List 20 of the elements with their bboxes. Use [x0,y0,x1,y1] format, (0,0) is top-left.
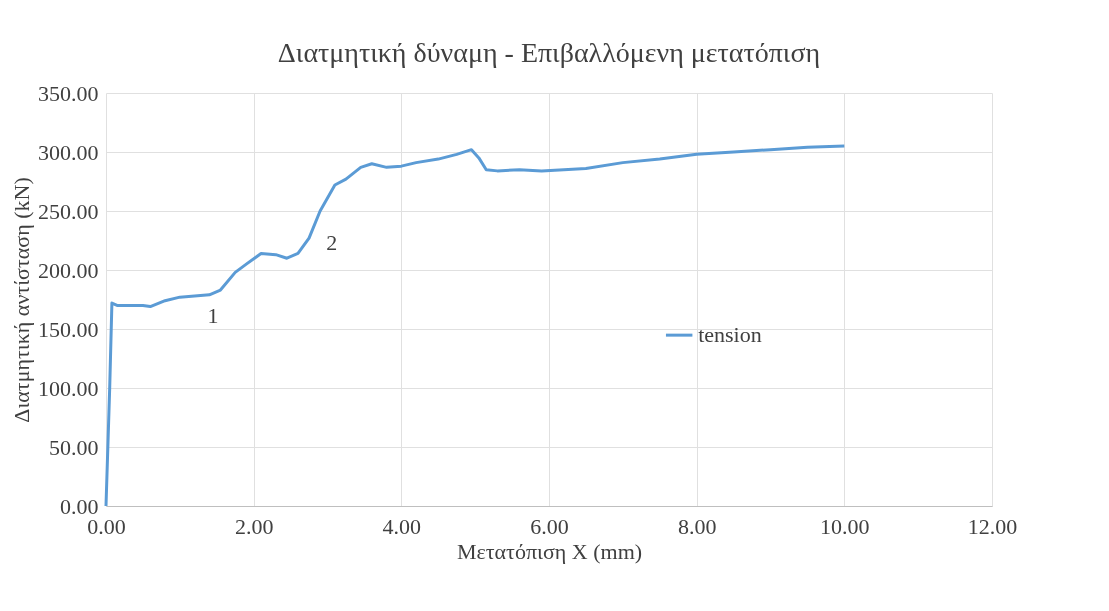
y-tick-label: 50.00 [49,434,99,460]
x-tick-label: 12.00 [967,513,1018,539]
annotation: 1 [207,302,219,328]
y-tick-label: 100.00 [38,375,99,401]
x-axis-title: Μετατόπιση X (mm) [456,538,643,564]
x-tick-label: 2.00 [234,513,274,539]
x-tick-label: 10.00 [820,513,870,539]
y-tick-label: 350.00 [38,80,99,106]
x-tick-label: 6.00 [530,513,569,539]
x-tick-label: 4.00 [382,513,422,539]
y-axis-title: Διατμητική αντίσταση (kN) [9,177,34,423]
x-tick-label: 8.00 [677,513,717,539]
y-tick-label: 250.00 [38,198,99,224]
y-tick-label: 150.00 [38,316,99,342]
y-tick-label: 200.00 [38,257,99,283]
annotation: 2 [326,230,338,256]
chart-title: Διατμητική δύναμη - Επιβαλλόμενη μετατόπιση [277,37,821,68]
legend-label: tension [698,322,762,348]
line-series [104,144,846,508]
y-tick-label: 300.00 [38,139,99,165]
